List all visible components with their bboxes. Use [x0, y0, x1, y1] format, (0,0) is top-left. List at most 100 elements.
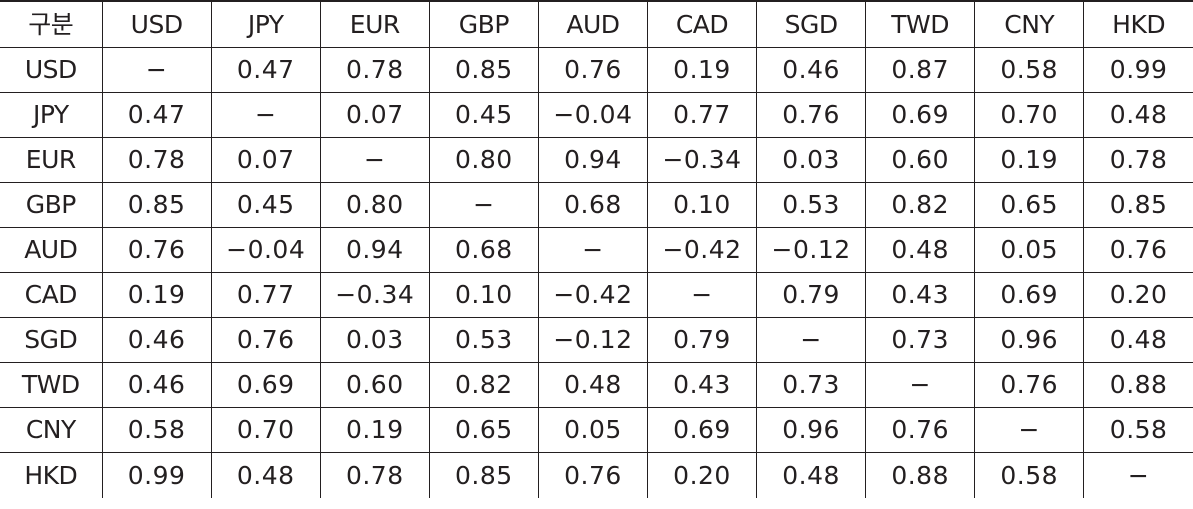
- correlation-cell: 0.69: [646, 407, 758, 453]
- correlation-cell: 0.46: [101, 362, 212, 408]
- diagonal-cell: −: [537, 227, 648, 273]
- table-header: 구분 USD JPY EUR GBP AUD CAD SGD TWD CNY H…: [0, 0, 1193, 48]
- correlation-cell: 0.76: [865, 407, 976, 453]
- correlation-cell: 0.79: [756, 272, 867, 318]
- correlation-cell: 0.68: [428, 227, 539, 273]
- correlation-cell: 0.87: [865, 47, 976, 93]
- column-header: SGD: [756, 0, 867, 48]
- correlation-cell: 0.07: [319, 92, 430, 138]
- correlation-cell: 0.03: [756, 137, 867, 183]
- correlation-cell: 0.78: [1083, 137, 1193, 183]
- table-row: GBP 0.85 0.45 0.80−0.68 0.10 0.53 0.82 0.65 0.85: [0, 182, 1193, 228]
- correlation-cell: 0.76: [101, 227, 212, 273]
- column-header: EUR: [319, 0, 430, 48]
- correlation-cell: 0.76: [1083, 227, 1193, 273]
- correlation-table: 구분 USD JPY EUR GBP AUD CAD SGD TWD CNY H…: [0, 0, 1193, 498]
- correlation-cell: −0.34: [319, 272, 430, 318]
- correlation-cell: −0.12: [537, 317, 648, 363]
- correlation-cell: 0.88: [865, 452, 976, 498]
- table-row: HKD 0.99 0.48 0.78 0.85 0.76 0.20 0.48 0.88 0.58−: [0, 452, 1193, 498]
- correlation-cell: 0.60: [319, 362, 430, 408]
- correlation-cell: 0.48: [1083, 92, 1193, 138]
- correlation-cell: −0.12: [756, 227, 867, 273]
- correlation-cell: 0.05: [974, 227, 1085, 273]
- correlation-cell: 0.76: [210, 317, 321, 363]
- correlation-cell: 0.96: [756, 407, 867, 453]
- correlation-cell: 0.19: [101, 272, 212, 318]
- table-row: USD −0.47 0.78 0.85 0.76 0.19 0.46 0.87 0.58 0.99: [0, 47, 1193, 93]
- table-row: CAD 0.19 0.77 −0.34 0.10 −0.42−0.79 0.43 0.69 0.…: [0, 272, 1193, 318]
- correlation-cell: 0.58: [974, 47, 1085, 93]
- diagonal-cell: −: [319, 137, 430, 183]
- row-header: CNY: [0, 407, 103, 453]
- correlation-cell: 0.85: [428, 452, 539, 498]
- correlation-cell: 0.78: [319, 452, 430, 498]
- correlation-cell: 0.69: [974, 272, 1085, 318]
- diagonal-cell: −: [210, 92, 321, 138]
- column-header: HKD: [1083, 0, 1193, 48]
- row-header: USD: [0, 47, 103, 93]
- correlation-cell: 0.46: [756, 47, 867, 93]
- correlation-cell: 0.82: [865, 182, 976, 228]
- correlation-cell: 0.99: [1083, 47, 1193, 93]
- table-row: SGD 0.46 0.76 0.03 0.53 −0.12 0.79−0.73 0.96 0.4…: [0, 317, 1193, 363]
- row-header: JPY: [0, 92, 103, 138]
- correlation-cell: 0.48: [756, 452, 867, 498]
- correlation-cell: 0.47: [210, 47, 321, 93]
- column-header: AUD: [537, 0, 648, 48]
- correlation-cell: 0.99: [101, 452, 212, 498]
- correlation-cell: 0.43: [646, 362, 758, 408]
- correlation-cell: 0.53: [756, 182, 867, 228]
- column-header: JPY: [210, 0, 321, 48]
- table-row: JPY 0.47−0.07 0.45 −0.04 0.77 0.76 0.69 0.70 0.4…: [0, 92, 1193, 138]
- correlation-cell: 0.82: [428, 362, 539, 408]
- correlation-cell: −0.42: [646, 227, 758, 273]
- correlation-cell: 0.68: [537, 182, 648, 228]
- correlation-cell: 0.65: [428, 407, 539, 453]
- correlation-cell: 0.76: [756, 92, 867, 138]
- correlation-cell: 0.45: [210, 182, 321, 228]
- correlation-cell: 0.69: [865, 92, 976, 138]
- table-body: USD −0.47 0.78 0.85 0.76 0.19 0.46 0.87 0.58 0.99…: [0, 47, 1193, 498]
- correlation-cell: −0.34: [646, 137, 758, 183]
- correlation-cell: 0.85: [1083, 182, 1193, 228]
- correlation-cell: 0.76: [974, 362, 1085, 408]
- correlation-cell: 0.77: [646, 92, 758, 138]
- diagonal-cell: −: [1083, 452, 1193, 498]
- table-row: EUR 0.78 0.07−0.80 0.94 −0.34 0.03 0.60 0.19 0.7…: [0, 137, 1193, 183]
- correlation-cell: 0.88: [1083, 362, 1193, 408]
- diagonal-cell: −: [756, 317, 867, 363]
- correlation-cell: 0.19: [974, 137, 1085, 183]
- correlation-cell: 0.77: [210, 272, 321, 318]
- correlation-cell: −0.42: [537, 272, 648, 318]
- row-header: AUD: [0, 227, 103, 273]
- correlation-cell: 0.70: [974, 92, 1085, 138]
- correlation-cell: −0.04: [537, 92, 648, 138]
- row-header: GBP: [0, 182, 103, 228]
- correlation-cell: 0.46: [101, 317, 212, 363]
- correlation-cell: 0.48: [1083, 317, 1193, 363]
- correlation-cell: 0.48: [210, 452, 321, 498]
- diagonal-cell: −: [101, 47, 212, 93]
- correlation-cell: 0.47: [101, 92, 212, 138]
- column-header: CAD: [646, 0, 758, 48]
- correlation-cell: 0.19: [646, 47, 758, 93]
- correlation-cell: 0.05: [537, 407, 648, 453]
- correlation-cell: 0.20: [646, 452, 758, 498]
- correlation-cell: 0.53: [428, 317, 539, 363]
- correlation-cell: 0.94: [537, 137, 648, 183]
- correlation-cell: 0.85: [428, 47, 539, 93]
- correlation-cell: 0.20: [1083, 272, 1193, 318]
- row-header: SGD: [0, 317, 103, 363]
- correlation-cell: 0.76: [537, 47, 648, 93]
- correlation-cell: 0.07: [210, 137, 321, 183]
- correlation-cell: 0.19: [319, 407, 430, 453]
- diagonal-cell: −: [974, 407, 1085, 453]
- correlation-cell: 0.69: [210, 362, 321, 408]
- diagonal-cell: −: [428, 182, 539, 228]
- correlation-cell: 0.48: [865, 227, 976, 273]
- row-header: EUR: [0, 137, 103, 183]
- table-row: CNY 0.58 0.70 0.19 0.65 0.05 0.69 0.96 0.76−0.58: [0, 407, 1193, 453]
- correlation-cell: 0.43: [865, 272, 976, 318]
- correlation-cell: 0.85: [101, 182, 212, 228]
